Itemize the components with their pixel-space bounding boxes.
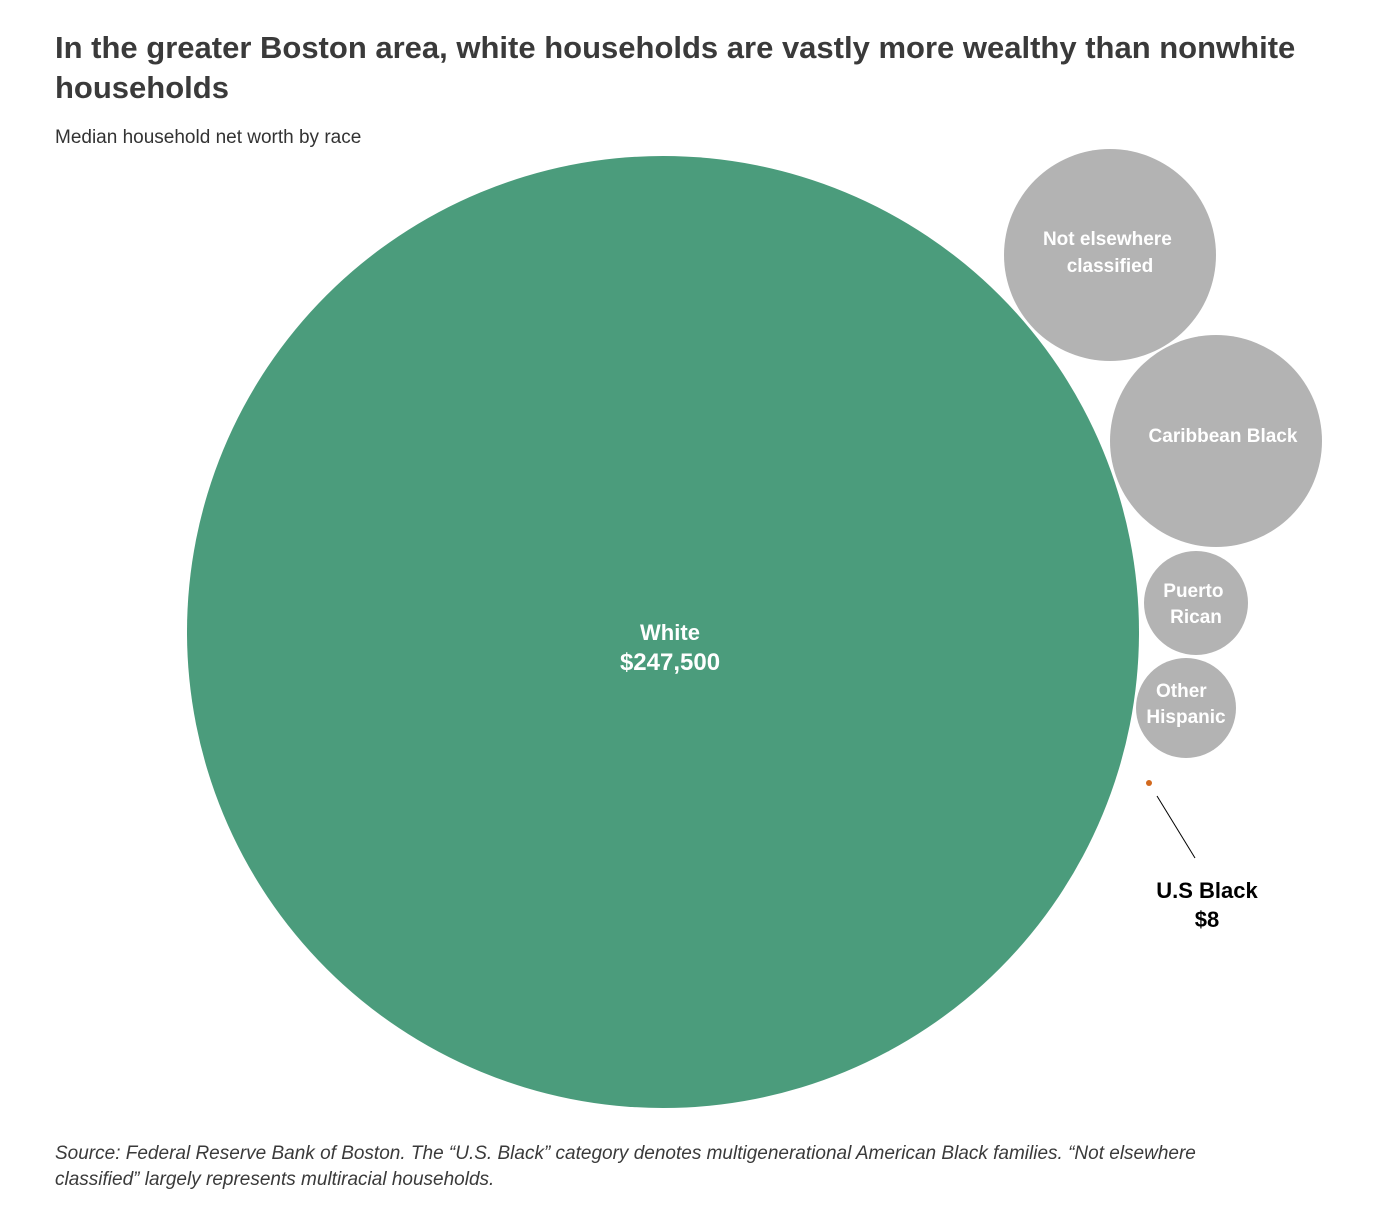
bubble-not-elsewhere-classified-line-2: classified (1067, 256, 1154, 277)
us-black-callout-line (1156, 795, 1196, 859)
bubble-caribbean-black-label: Caribbean Black (1149, 426, 1298, 447)
chart-title: In the greater Boston area, white househ… (55, 30, 1296, 105)
bubble-puerto-rican-line-2: Rican (1170, 607, 1222, 628)
chart-subtitle: Median household net worth by race (55, 127, 362, 148)
bubble-puerto-rican (1144, 551, 1248, 655)
bubble-other-hispanic-label: Other Hispanic (1146, 681, 1226, 728)
bubble-caribbean-black-line-1: Caribbean Black (1149, 426, 1298, 447)
bubble-not-elsewhere-classified-line-1: Not elsewhere (1043, 229, 1172, 250)
bubble-not-elsewhere-classified-label: Not elsewhere classified (1043, 229, 1177, 277)
bubble-us-black (1146, 780, 1152, 786)
bubble-puerto-rican-label: Puerto Rican (1163, 581, 1228, 628)
us-black-callout-value: $8 (1195, 907, 1219, 932)
bubble-not-elsewhere-classified (1004, 149, 1216, 361)
bubble-other-hispanic-line-1: Other (1156, 681, 1207, 702)
bubble-white (187, 156, 1139, 1108)
bubble-other-hispanic (1136, 658, 1236, 758)
bubble-puerto-rican-line-1: Puerto (1163, 581, 1223, 602)
us-black-callout-name: U.S Black (1156, 878, 1258, 903)
bubble-caribbean-black (1110, 335, 1322, 547)
bubble-white-value: $247,500 (620, 649, 720, 676)
bubble-other-hispanic-line-2: Hispanic (1146, 707, 1226, 728)
source-note: Source: Federal Reserve Bank of Boston. … (55, 1143, 1196, 1190)
bubble-white-name: White (640, 620, 700, 645)
